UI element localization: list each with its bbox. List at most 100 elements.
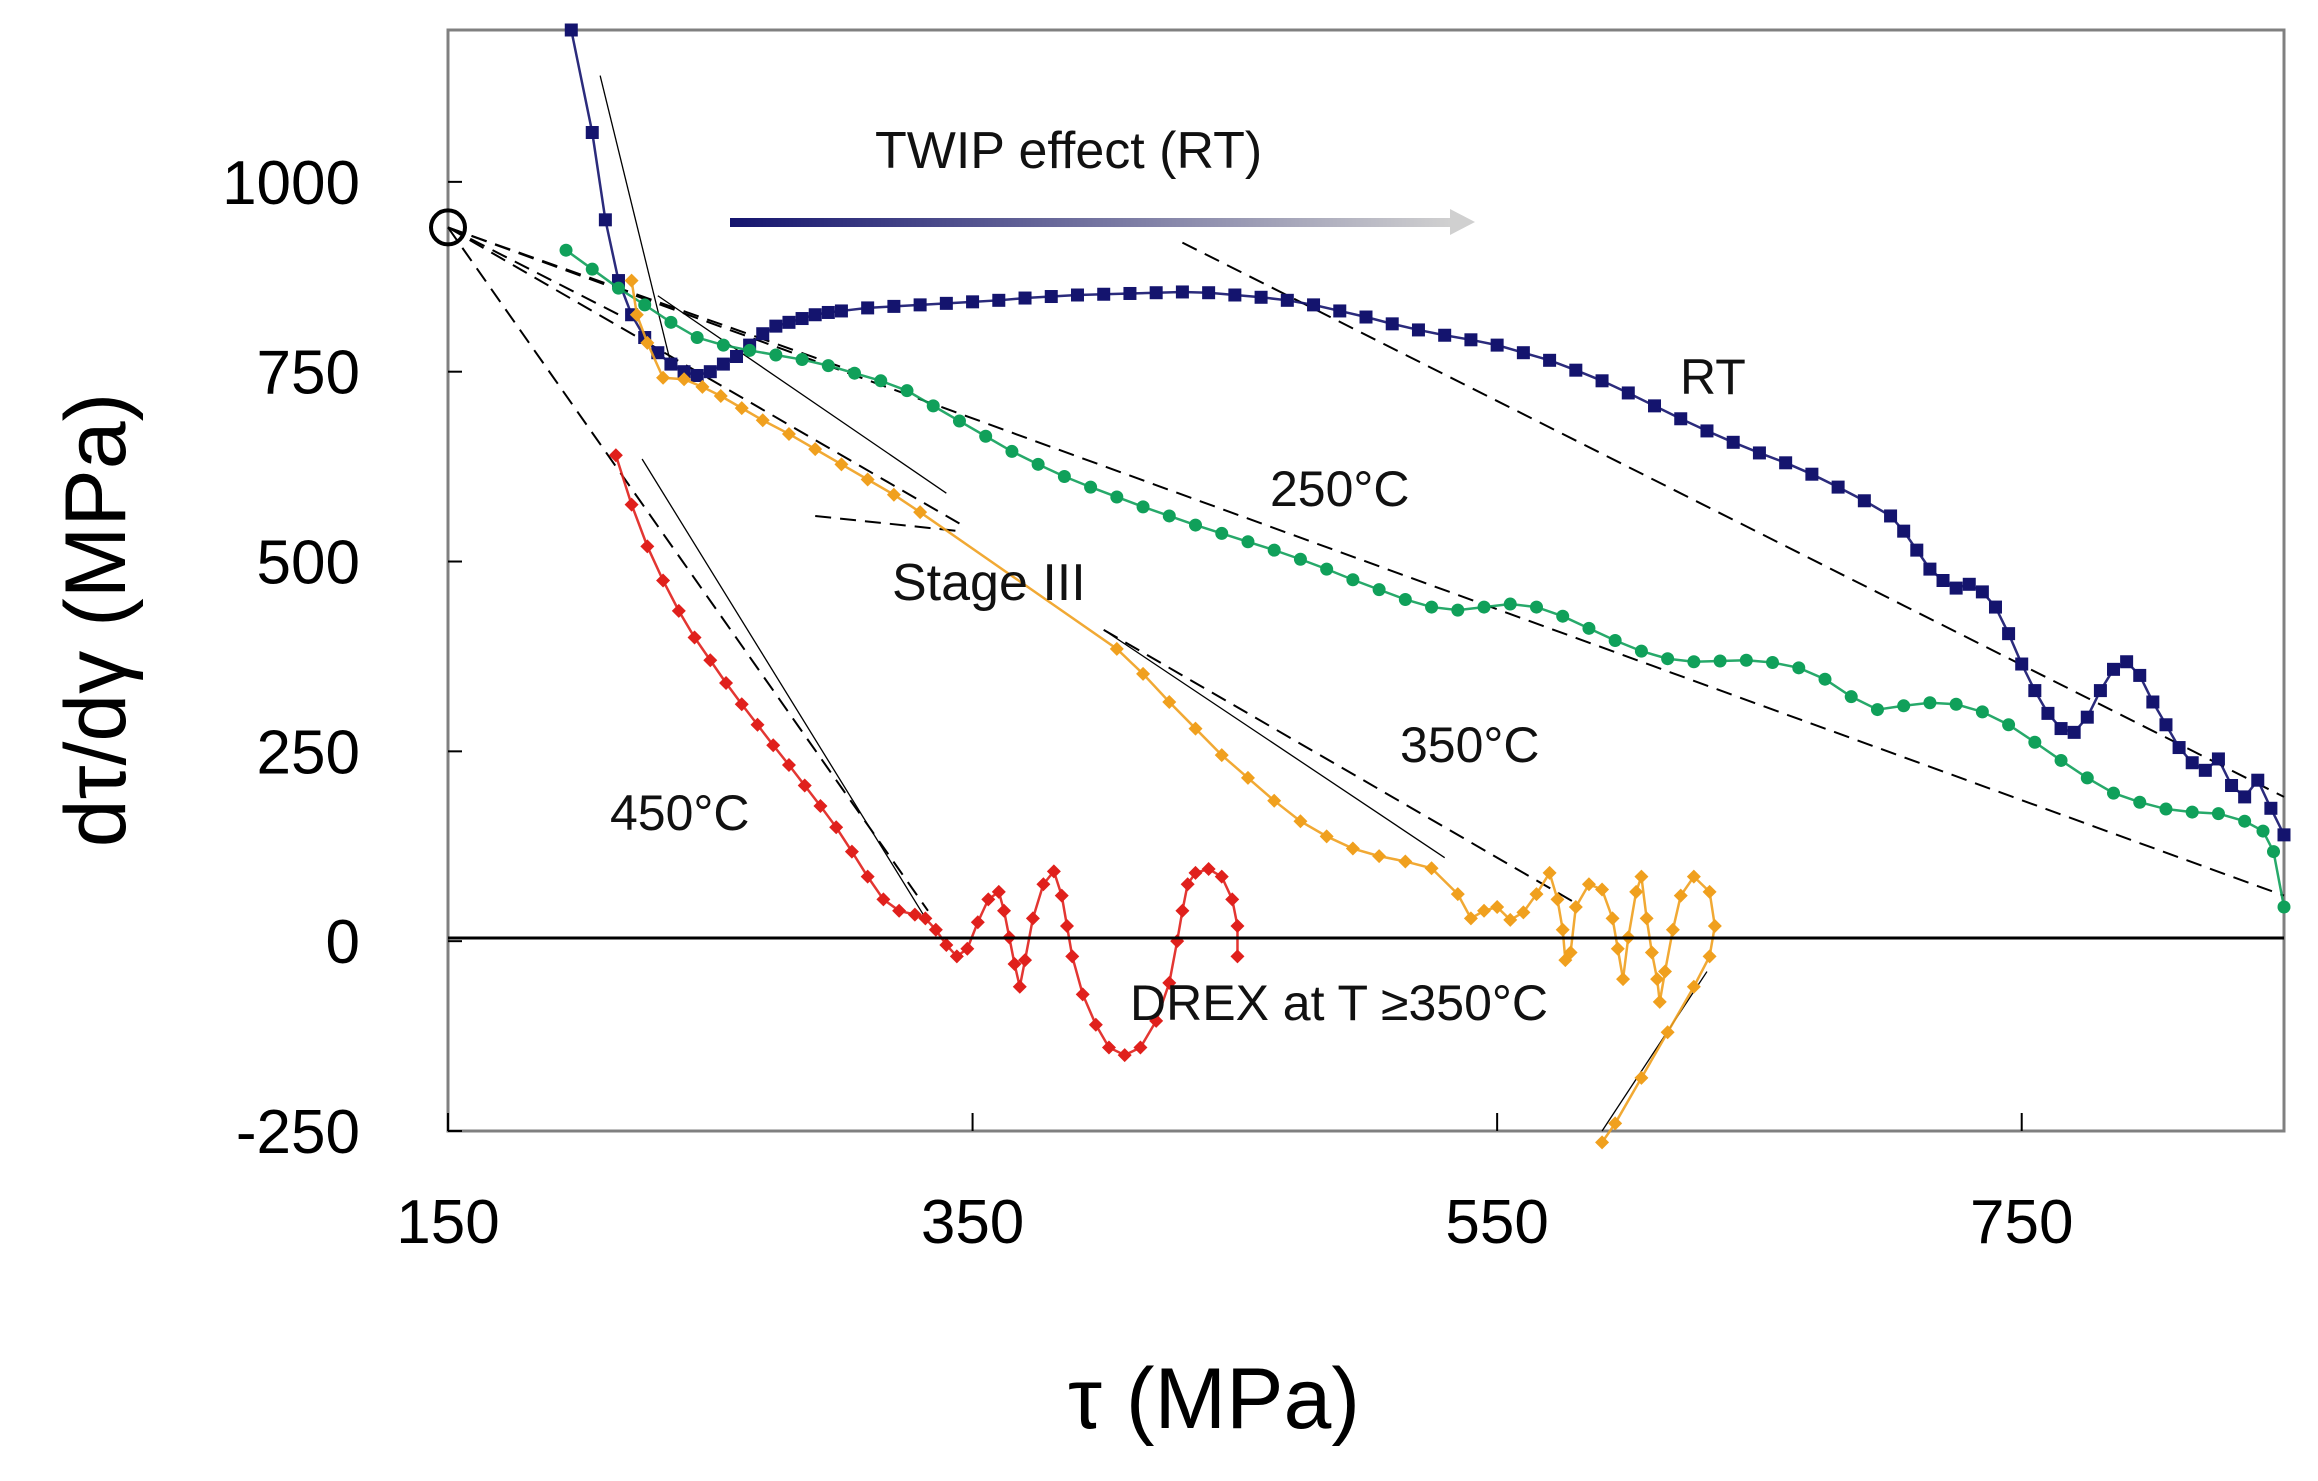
data-point xyxy=(1005,444,1019,458)
data-point xyxy=(1652,994,1667,1009)
y-tick-label: 250 xyxy=(257,718,360,787)
data-point xyxy=(611,281,625,295)
data-point xyxy=(1686,979,1701,994)
data-point xyxy=(913,505,928,520)
data-point xyxy=(892,903,907,918)
data-point xyxy=(2107,786,2121,800)
data-point xyxy=(1170,934,1185,949)
data-point xyxy=(1189,518,1203,532)
x-tick-label: 150 xyxy=(396,1188,499,1257)
data-point xyxy=(966,295,980,309)
data-point xyxy=(716,357,730,371)
data-point xyxy=(928,922,943,937)
data-point xyxy=(1490,900,1505,915)
data-point xyxy=(1687,655,1701,669)
data-point xyxy=(585,126,599,140)
data-point xyxy=(2225,779,2239,793)
data-point xyxy=(608,448,623,463)
y-tick-label: 750 xyxy=(257,339,360,408)
data-point xyxy=(1215,526,1229,540)
data-point xyxy=(671,603,686,618)
data-point xyxy=(1059,918,1074,933)
data-point xyxy=(1639,911,1654,926)
x-tick-label: 350 xyxy=(921,1188,1024,1257)
data-point xyxy=(734,401,749,416)
data-point xyxy=(1503,912,1518,927)
data-point xyxy=(1214,748,1229,763)
data-point xyxy=(1884,509,1898,523)
data-point xyxy=(2211,752,2225,766)
data-point xyxy=(1975,585,1989,599)
data-point xyxy=(991,884,1006,899)
data-point xyxy=(1036,877,1051,892)
data-point xyxy=(926,399,940,413)
data-point xyxy=(1031,457,1045,471)
data-point xyxy=(743,343,757,357)
data-point xyxy=(730,350,744,364)
plot-frame xyxy=(446,28,2286,1133)
series-450C xyxy=(608,448,1245,1063)
data-point xyxy=(2080,710,2094,724)
data-point xyxy=(719,676,734,691)
data-point xyxy=(860,472,875,487)
data-point xyxy=(1870,703,1884,717)
data-point xyxy=(1897,699,1911,713)
data-point xyxy=(1616,972,1631,987)
data-point xyxy=(1477,903,1492,918)
data-point xyxy=(1844,690,1858,704)
data-point xyxy=(2067,725,2081,739)
data-point xyxy=(1319,829,1334,844)
data-point xyxy=(1241,535,1255,549)
data-point xyxy=(1634,644,1648,658)
data-point xyxy=(1175,903,1190,918)
data-point xyxy=(2002,627,2016,641)
data-point xyxy=(1529,887,1544,902)
data-point xyxy=(1962,577,1976,591)
fit-line-dashed xyxy=(447,226,929,912)
data-point xyxy=(1346,573,1360,587)
data-point xyxy=(797,778,812,793)
data-point xyxy=(1133,1040,1148,1055)
data-point xyxy=(750,717,765,732)
twip-arrow xyxy=(730,209,1475,235)
data-point xyxy=(1608,633,1622,647)
data-point xyxy=(1057,469,1071,483)
data-point xyxy=(1372,583,1386,597)
data-point xyxy=(1686,869,1701,884)
data-point xyxy=(1398,854,1413,869)
data-point xyxy=(2093,684,2107,698)
data-point xyxy=(690,331,704,345)
data-point xyxy=(2172,741,2186,755)
data-point xyxy=(887,299,901,313)
data-point xyxy=(1752,446,1766,460)
y-tick-label: 1000 xyxy=(222,149,360,218)
data-point xyxy=(769,348,783,362)
data-point xyxy=(1582,621,1596,635)
data-point xyxy=(781,758,796,773)
series-350C xyxy=(624,273,1722,1150)
y-tick-label: -250 xyxy=(236,1098,360,1167)
data-point xyxy=(2133,795,2147,809)
data-point xyxy=(2277,828,2291,842)
data-point xyxy=(1634,869,1649,884)
data-point xyxy=(981,892,996,907)
data-point xyxy=(886,487,901,502)
y-tick-label: 500 xyxy=(257,529,360,598)
data-point xyxy=(585,262,599,276)
annotation-450c: 450°C xyxy=(610,785,750,841)
data-point xyxy=(2185,805,2199,819)
data-point xyxy=(1581,877,1596,892)
data-point xyxy=(2054,753,2068,767)
data-point xyxy=(1936,574,1950,587)
data-point xyxy=(1529,600,1543,614)
data-point xyxy=(2107,662,2121,676)
data-point xyxy=(848,366,862,380)
data-point xyxy=(1464,333,1478,347)
data-point xyxy=(2054,722,2068,736)
data-point xyxy=(844,844,859,859)
data-point xyxy=(821,359,835,373)
data-point xyxy=(1424,861,1439,876)
data-point xyxy=(1818,672,1832,686)
data-point xyxy=(624,273,639,288)
